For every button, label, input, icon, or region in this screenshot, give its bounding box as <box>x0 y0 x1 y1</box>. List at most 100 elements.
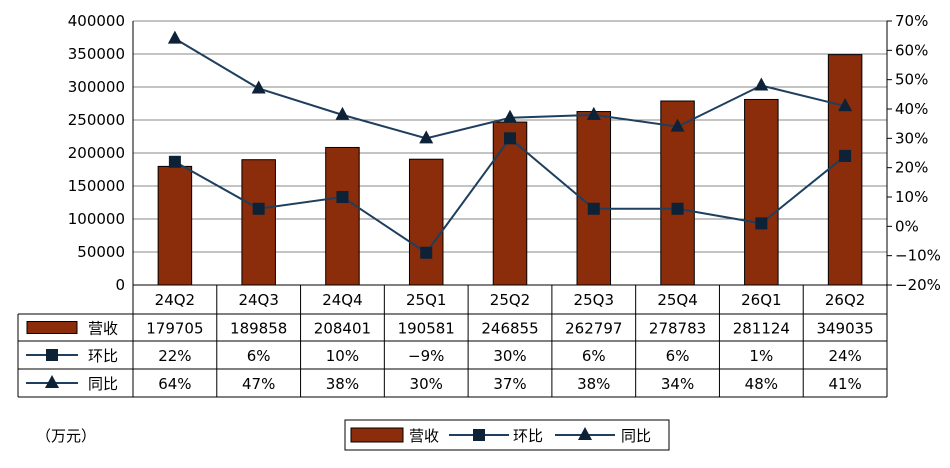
category-label: 25Q1 <box>406 291 446 309</box>
left-tick-label: 200000 <box>68 144 125 162</box>
mom-point <box>755 217 768 230</box>
legend-label: 营收 <box>409 427 439 445</box>
mom-point <box>420 246 433 259</box>
yoy-point <box>335 106 350 120</box>
category-label: 25Q2 <box>490 291 530 309</box>
yoy-point <box>838 98 853 112</box>
left-tick-label: 50000 <box>77 243 125 261</box>
right-tick-label: 20% <box>895 159 928 177</box>
table-key-bar <box>26 321 78 334</box>
table-key-triangle <box>45 375 59 388</box>
mom-point <box>671 202 684 215</box>
table-cell: 41% <box>828 375 861 393</box>
table-key-square <box>46 349 58 361</box>
table-cell: 6% <box>582 347 606 365</box>
unit-note: （万元） <box>36 427 97 445</box>
category-label: 24Q3 <box>238 291 278 309</box>
mom-point <box>252 202 265 215</box>
left-tick-label: 0 <box>115 276 125 294</box>
left-tick-label: 100000 <box>68 210 125 228</box>
yoy-point <box>251 80 266 94</box>
legend-label: 同比 <box>621 427 651 445</box>
revenue-bar <box>827 54 863 286</box>
right-tick-label: 30% <box>895 129 928 147</box>
revenue-bars <box>157 54 863 286</box>
left-axis: 0 50000 100000 150000 200000 250000 300000 3500… <box>68 12 134 294</box>
left-tick-label: 150000 <box>68 177 125 195</box>
table-cell: 1% <box>749 347 773 365</box>
table-cell: 179705 <box>146 320 203 338</box>
left-tick-label: 300000 <box>68 78 125 96</box>
right-tick-label: 70% <box>895 12 928 30</box>
category-label: 26Q1 <box>741 291 781 309</box>
right-tick-label: 60% <box>895 41 928 59</box>
table-cell: 208401 <box>314 320 371 338</box>
data-table: 24Q2 24Q3 24Q4 25Q1 25Q2 25Q3 25Q4 26Q1 26Q2 营收 17… <box>17 284 888 398</box>
table-cell: 6% <box>247 347 271 365</box>
revenue-bar <box>241 159 276 286</box>
legend-key-square <box>473 429 485 441</box>
category-label: 24Q4 <box>322 291 362 309</box>
table-cell: 38% <box>577 375 610 393</box>
right-axis: −20% −10% 0% 10% 20% 30% 40% 50% 60% 70% <box>886 12 941 294</box>
right-tick-label: −20% <box>895 276 941 294</box>
table-cell: 10% <box>326 347 359 365</box>
revenue-bar <box>576 111 612 286</box>
table-cell: 24% <box>828 347 861 365</box>
table-cell: 48% <box>745 375 778 393</box>
mom-point <box>336 191 349 203</box>
table-cell: 262797 <box>565 320 622 338</box>
left-tick-label: 400000 <box>68 12 125 30</box>
legend-label: 环比 <box>513 427 543 445</box>
table-cell: 38% <box>326 375 359 393</box>
legend-key-triangle <box>578 427 592 440</box>
right-tick-label: 40% <box>895 100 928 118</box>
table-cell: 278783 <box>649 320 706 338</box>
left-tick-label: 350000 <box>68 45 125 63</box>
table-cell: 349035 <box>816 320 873 338</box>
category-label: 25Q4 <box>657 291 697 309</box>
table-series-name: 营收 <box>88 320 118 338</box>
revenue-bar <box>157 165 193 286</box>
table-series-name: 环比 <box>88 347 118 365</box>
table-cell: 22% <box>158 347 191 365</box>
revenue-bar <box>408 158 444 286</box>
right-tick-label: 0% <box>895 217 919 235</box>
right-tick-label: −10% <box>895 247 941 265</box>
table-series-name: 同比 <box>88 375 118 393</box>
yoy-point <box>419 130 434 144</box>
table-cell: 47% <box>242 375 275 393</box>
mom-point <box>504 132 516 145</box>
yoy-point <box>503 109 517 123</box>
table-cell: 64% <box>158 375 191 393</box>
table-cell: 37% <box>493 375 526 393</box>
table-cell: 6% <box>666 347 690 365</box>
table-cell: −9% <box>408 347 444 365</box>
category-label: 26Q2 <box>825 291 865 309</box>
table-cell: 189858 <box>230 320 287 338</box>
mom-point <box>839 149 852 162</box>
category-label: 24Q2 <box>155 291 195 309</box>
table-cell: 34% <box>661 375 694 393</box>
table-cell: 246855 <box>481 320 538 338</box>
legend-key-bar <box>350 427 404 443</box>
ratio-lines <box>167 30 853 259</box>
yoy-point <box>754 77 769 91</box>
left-tick-label: 250000 <box>68 111 125 129</box>
right-tick-label: 50% <box>895 71 928 89</box>
legend: 营收 环比 同比 <box>344 419 670 451</box>
mom-point <box>168 155 181 168</box>
category-label: 25Q3 <box>574 291 614 309</box>
revenue-bar <box>744 98 779 286</box>
mom-point <box>587 202 600 215</box>
revenue-bar <box>325 146 360 286</box>
table-cell: 281124 <box>733 320 790 338</box>
revenue-bar <box>492 121 528 286</box>
table-cell: 30% <box>410 375 443 393</box>
table-cell: 190581 <box>398 320 455 338</box>
yoy-point <box>670 118 685 132</box>
yoy-point <box>167 30 182 44</box>
right-tick-label: 10% <box>895 188 928 206</box>
table-cell: 30% <box>493 347 526 365</box>
